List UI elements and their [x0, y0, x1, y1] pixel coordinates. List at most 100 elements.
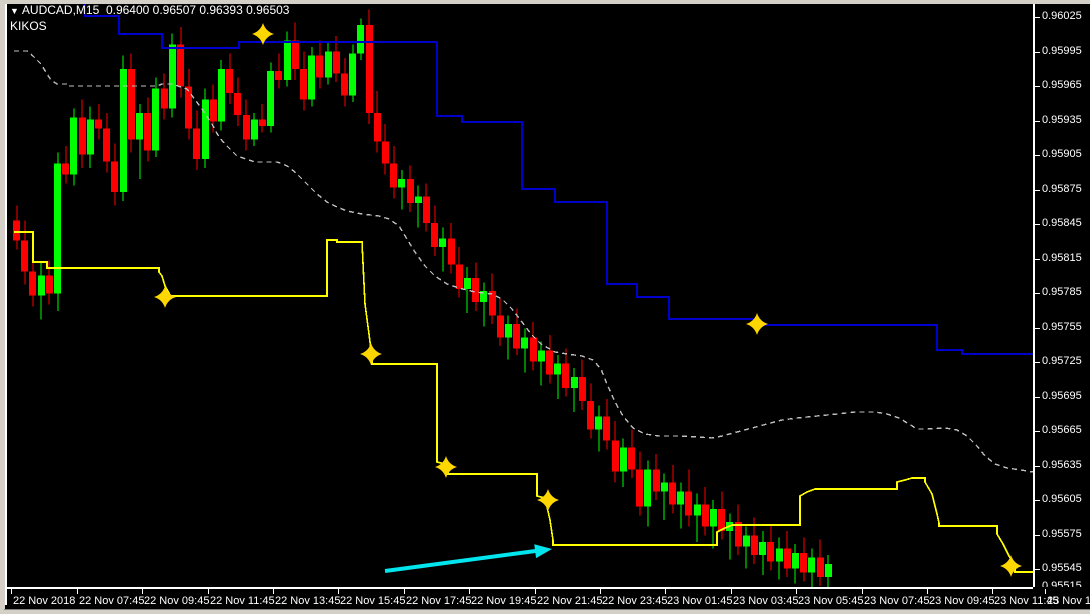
price-tick [1035, 190, 1040, 191]
candle-body [103, 128, 110, 162]
candle-body [267, 71, 274, 127]
candle-body [784, 548, 791, 569]
candle-body [628, 447, 635, 470]
price-tick-label: 0.95815 [1042, 252, 1082, 264]
time-tick-label: 23 Nov 01:45 [667, 595, 733, 607]
candle-body [776, 548, 783, 562]
arrow-shaft [384, 548, 544, 573]
candle-body [677, 491, 684, 505]
price-tick [1035, 535, 1040, 536]
time-tick-label: 22 Nov 19:45 [471, 595, 537, 607]
time-tick-label: 22 Nov 21:45 [537, 595, 603, 607]
time-tick [11, 589, 12, 594]
price-tick-label: 0.95935 [1042, 114, 1082, 126]
candle-body [685, 491, 692, 516]
time-tick-label: 22 Nov 07:45 [79, 595, 145, 607]
candle-body [382, 141, 389, 164]
time-tick [600, 589, 601, 594]
time-tick [338, 589, 339, 594]
candle-body [390, 163, 397, 188]
price-tick [1035, 362, 1040, 363]
price-tick-label: 0.95515 [1042, 580, 1082, 592]
candle-body [505, 324, 512, 338]
time-tick-label: 22 Nov 2018 [13, 595, 76, 607]
time-tick-label: 22 Nov 15:45 [340, 595, 406, 607]
price-axis-divider [1033, 4, 1035, 587]
candle-body [169, 44, 176, 109]
price-tick [1035, 121, 1040, 122]
price-tick [1035, 52, 1040, 53]
candle-body [54, 163, 61, 294]
price-tick [1035, 86, 1040, 87]
candle-body [554, 363, 561, 375]
time-axis[interactable]: 22 Nov 2018 22 Nov 07:45 22 Nov 09:45 22 No… [7, 587, 1090, 609]
candle-body [636, 469, 643, 507]
window-frame-top [0, 0, 1090, 4]
candle-body [702, 504, 709, 527]
candle-body [357, 24, 364, 54]
time-tick [404, 589, 405, 594]
candle-body [275, 71, 282, 80]
candle-body [374, 112, 381, 142]
candle-body [530, 337, 537, 362]
price-tick [1035, 17, 1040, 18]
window-frame-bottom [4, 609, 1090, 614]
candle-body [423, 196, 430, 223]
signal-star-group [154, 23, 1022, 577]
price-tick-label: 0.95995 [1042, 45, 1082, 57]
candle-body [751, 535, 758, 556]
price-tick-label: 0.95575 [1042, 528, 1082, 540]
time-tick [665, 589, 666, 594]
arrow-head [534, 544, 552, 559]
time-axis-divider [7, 587, 1033, 589]
candle-body [521, 337, 528, 349]
signal-star-icon [537, 489, 559, 511]
candle-body [759, 541, 766, 556]
time-tick [796, 589, 797, 594]
price-tick [1035, 293, 1040, 294]
price-tick [1035, 569, 1040, 570]
candle-body [825, 563, 832, 578]
candle-body [579, 376, 586, 402]
candle-body [571, 376, 578, 388]
candle-body [472, 277, 479, 303]
window-frame-left [0, 0, 5, 614]
candle-body [46, 275, 53, 294]
time-tick [142, 589, 143, 594]
signal-star-icon [154, 286, 176, 308]
price-tick-label: 0.95545 [1042, 562, 1082, 574]
candle-body [87, 119, 94, 155]
candle-body [21, 240, 28, 272]
candle-body [177, 44, 184, 87]
signal-star-icon [746, 313, 768, 335]
price-axis[interactable]: 0.96025 0.95995 0.95965 0.95935 0.95905 0.958… [1033, 4, 1090, 592]
candle-body [644, 469, 651, 507]
candle-body [202, 99, 209, 160]
candle-body [259, 119, 266, 127]
candle-body [325, 51, 332, 78]
time-tick-label: 22 Nov 13:45 [275, 595, 341, 607]
candle-body [653, 469, 660, 492]
candle-body [480, 291, 487, 303]
window-frame-left-inner [5, 4, 7, 605]
price-tick [1035, 328, 1040, 329]
candle-body [111, 161, 118, 193]
candle-body [603, 416, 610, 441]
candle-body [349, 53, 356, 96]
candle-body [669, 482, 676, 505]
candle-body [694, 504, 701, 516]
candle-body [333, 51, 340, 74]
time-tick [1045, 589, 1046, 594]
chart-canvas [13, 4, 1033, 587]
candle-body [300, 68, 307, 100]
price-tick-label: 0.95905 [1042, 148, 1082, 160]
candle-body [185, 86, 192, 129]
chart-plot-area[interactable] [7, 4, 1033, 587]
candle-body [210, 99, 217, 122]
price-tick [1035, 500, 1040, 501]
price-tick [1035, 431, 1040, 432]
candle-body [284, 40, 291, 80]
candle-body [817, 557, 824, 578]
candle-body [218, 68, 225, 122]
